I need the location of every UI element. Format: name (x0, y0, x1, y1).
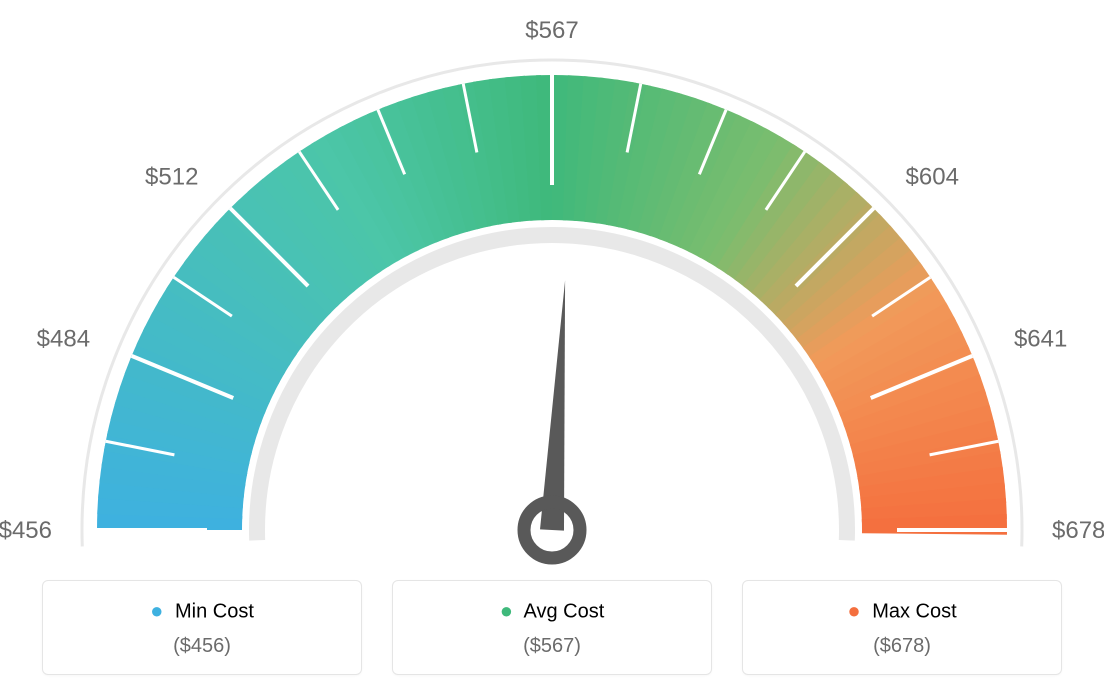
gauge-tick-label: $456 (0, 517, 52, 544)
gauge-chart: $456 $484 $512 $567 $604 $641 $678 (0, 10, 1104, 570)
bullet-icon: ● (150, 598, 163, 623)
legend-title-avg: ● Avg Cost (403, 599, 701, 625)
legend-title-min: ● Min Cost (53, 599, 351, 625)
gauge-svg: $456 $484 $512 $567 $604 $641 $678 (0, 10, 1104, 570)
legend-label-min: Min Cost (175, 600, 254, 622)
legend-title-max: ● Max Cost (753, 599, 1051, 625)
legend-row: ● Min Cost ($456) ● Avg Cost ($567) ● Ma… (0, 580, 1104, 675)
gauge-tick-label: $484 (37, 326, 90, 353)
gauge-tick-label: $678 (1052, 517, 1104, 544)
bullet-icon: ● (500, 598, 513, 623)
bullet-icon: ● (847, 598, 860, 623)
legend-card-max: ● Max Cost ($678) (742, 580, 1062, 675)
gauge-needle (540, 280, 565, 530)
gauge-tick-label: $512 (145, 163, 198, 190)
legend-value-avg: ($567) (403, 635, 701, 658)
legend-label-avg: Avg Cost (523, 600, 604, 622)
gauge-tick-label: $641 (1014, 326, 1067, 353)
gauge-tick-label: $567 (525, 17, 578, 44)
legend-value-min: ($456) (53, 635, 351, 658)
gauge-tick-label: $604 (906, 163, 959, 190)
legend-card-min: ● Min Cost ($456) (42, 580, 362, 675)
legend-card-avg: ● Avg Cost ($567) (392, 580, 712, 675)
legend-value-max: ($678) (753, 635, 1051, 658)
legend-label-max: Max Cost (872, 600, 956, 622)
